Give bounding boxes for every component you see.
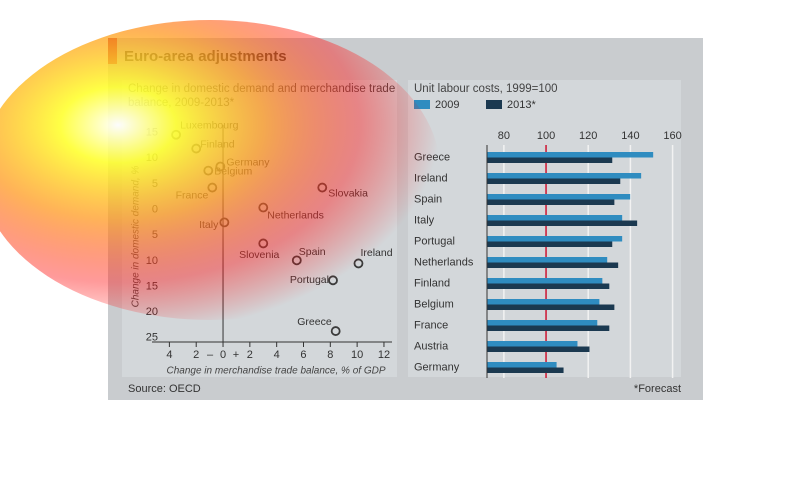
bar [487,152,654,158]
bar [487,325,610,331]
source: Source: OECD [128,383,201,395]
y-tick-label: 15 [146,127,158,139]
bar [487,220,638,226]
legend-swatch [414,100,430,109]
bar [487,304,615,310]
chart-subtitle: Unit labour costs, 1999=100 [414,83,558,95]
y-tick-label: 15 [146,280,158,292]
bar [487,215,623,221]
point-label: France [176,189,209,201]
category-label: Ireland [414,172,448,184]
y-tick-label: 5 [152,178,158,190]
bar [487,299,600,305]
bar [487,262,619,268]
bar [487,278,603,284]
footnote: *Forecast [634,383,681,395]
x-tick-label: 6 [300,349,306,361]
category-label: Belgium [414,298,454,310]
point-label: Slovakia [328,187,368,199]
y-axis-label: Change in domestic demand, % [131,166,142,308]
y-tick-label: 0 [152,203,158,215]
x-tick-label: 4 [166,349,172,361]
y-tick-label: 10 [146,152,158,164]
category-label: Portugal [414,235,455,247]
point [330,326,341,336]
bar [487,241,613,247]
x-tick-label: 10 [351,349,363,361]
page-title: Euro-area adjustments [124,48,287,65]
x-axis-label: Change in merchandise trade balance, % o… [166,366,385,377]
legend-label: 2013* [507,99,536,111]
bar [487,257,608,263]
x-tick-label: 12 [378,349,390,361]
bar [487,173,642,179]
bar [487,199,615,205]
category-label: Greece [414,151,450,163]
point-label: Finland [200,138,235,150]
x-tick-label: 8 [327,349,333,361]
bar [487,346,590,352]
x-tick-label: 160 [663,130,681,142]
bar [487,341,578,347]
bar [487,283,610,289]
y-tick-label: 25 [146,332,158,344]
x-tick-label: 100 [537,130,555,142]
y-tick-label: 5 [152,229,158,241]
point-label: Belgium [214,165,252,177]
bar [487,178,621,184]
bar [487,367,564,373]
x-tick-label: 4 [274,349,280,361]
category-label: Netherlands [414,256,474,268]
title-mark [108,38,117,64]
point-label: Portugal [290,274,329,286]
category-label: Germany [414,361,460,373]
legend-swatch [486,100,502,109]
y-tick-label: 10 [146,255,158,267]
point-label: Netherlands [267,209,324,221]
point-label: Spain [299,246,326,258]
scatter-panel [122,80,397,377]
x-tick-label: 120 [579,130,597,142]
x-tick-label: 0 [220,349,226,361]
x-sign-label: – [207,349,214,361]
bar [487,362,557,368]
bar-panel [408,80,681,377]
point-label: Greece [297,316,332,328]
category-label: Spain [414,193,442,205]
category-label: Italy [414,214,435,226]
x-tick-label: 2 [247,349,253,361]
category-label: Finland [414,277,450,289]
legend-label: 2009 [435,99,459,111]
point-label: Luxembourg [180,120,239,132]
bar [487,194,631,200]
bar [487,320,598,326]
x-tick-label: 80 [498,130,510,142]
x-sign-label: + [233,349,239,361]
point-label: Slovenia [239,249,279,261]
category-label: Austria [414,340,449,352]
point-label: Italy [199,219,219,231]
category-label: France [414,319,448,331]
x-tick-label: 2 [193,349,199,361]
point-label: Ireland [360,247,392,259]
bar [487,236,623,242]
y-tick-label: 20 [146,306,158,318]
x-tick-label: 140 [621,130,639,142]
bar [487,157,613,163]
